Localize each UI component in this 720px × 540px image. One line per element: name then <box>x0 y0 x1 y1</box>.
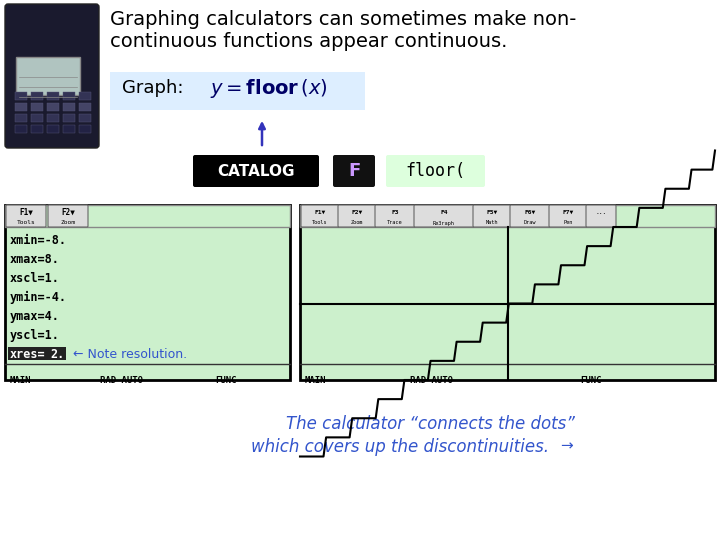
FancyBboxPatch shape <box>386 155 485 187</box>
FancyBboxPatch shape <box>510 205 550 227</box>
Bar <box>5 205 290 227</box>
Bar <box>8 347 66 360</box>
Text: Tools: Tools <box>312 220 328 226</box>
Text: FUNC: FUNC <box>580 376 601 385</box>
Text: F2▼: F2▼ <box>61 207 75 217</box>
Text: Draw: Draw <box>523 220 536 226</box>
Bar <box>15 114 27 122</box>
Bar <box>15 103 27 111</box>
Bar <box>15 92 27 100</box>
Text: xres=: xres= <box>10 348 45 361</box>
Text: $y = \mathbf{floor}\,(x)$: $y = \mathbf{floor}\,(x)$ <box>210 77 328 99</box>
Bar <box>79 125 91 133</box>
Text: yscl=1.: yscl=1. <box>10 329 60 342</box>
FancyBboxPatch shape <box>338 205 376 227</box>
Text: F1▼: F1▼ <box>19 207 33 217</box>
Bar <box>47 114 59 122</box>
Bar <box>5 205 290 380</box>
Text: MAIN: MAIN <box>10 376 32 385</box>
Text: F1▼: F1▼ <box>315 210 325 214</box>
Bar <box>31 92 43 100</box>
Bar <box>15 125 27 133</box>
Bar <box>47 103 59 111</box>
FancyBboxPatch shape <box>586 205 616 227</box>
FancyBboxPatch shape <box>473 205 511 227</box>
Bar <box>79 92 91 100</box>
FancyBboxPatch shape <box>333 155 375 187</box>
Text: xmax=8.: xmax=8. <box>10 253 60 266</box>
FancyBboxPatch shape <box>193 155 319 187</box>
FancyBboxPatch shape <box>414 205 474 227</box>
Text: which covers up the discontinuities.: which covers up the discontinuities. <box>251 438 549 456</box>
Bar <box>63 103 75 111</box>
Text: ymax=4.: ymax=4. <box>10 310 60 323</box>
Text: ymin=-4.: ymin=-4. <box>10 291 67 304</box>
Text: F: F <box>348 162 360 180</box>
Text: F7▼: F7▼ <box>562 210 574 214</box>
FancyBboxPatch shape <box>549 205 587 227</box>
Text: ...: ... <box>595 210 607 214</box>
Text: Math: Math <box>486 220 498 226</box>
Text: floor(: floor( <box>405 162 466 180</box>
Bar <box>16 57 80 95</box>
Bar <box>79 114 91 122</box>
Text: F5▼: F5▼ <box>487 210 498 214</box>
Bar <box>31 125 43 133</box>
Text: MAIN: MAIN <box>305 376 326 385</box>
Text: Zoom: Zoom <box>351 220 364 226</box>
Bar <box>63 92 75 100</box>
FancyBboxPatch shape <box>6 205 46 227</box>
Bar <box>79 103 91 111</box>
FancyBboxPatch shape <box>375 205 415 227</box>
Text: Graph:: Graph: <box>122 79 184 97</box>
Text: FUNC: FUNC <box>215 376 236 385</box>
Bar <box>110 72 365 110</box>
Bar <box>31 114 43 122</box>
Text: Tools: Tools <box>17 220 35 226</box>
Text: Trace: Trace <box>387 220 402 226</box>
Text: CATALOG: CATALOG <box>217 164 294 179</box>
Text: 2.: 2. <box>50 348 64 361</box>
Text: xmin=-8.: xmin=-8. <box>10 234 67 247</box>
Text: F4: F4 <box>440 210 448 214</box>
Bar <box>31 103 43 111</box>
Text: F2▼: F2▼ <box>351 210 363 214</box>
Text: Zoom: Zoom <box>60 220 76 226</box>
Bar <box>63 114 75 122</box>
Text: The calculator “connects the dots”: The calculator “connects the dots” <box>286 415 575 433</box>
FancyBboxPatch shape <box>5 4 99 148</box>
Text: F3: F3 <box>391 210 399 214</box>
Bar <box>47 125 59 133</box>
Bar <box>300 205 715 227</box>
Text: xscl=1.: xscl=1. <box>10 272 60 285</box>
Text: ← Note resolution.: ← Note resolution. <box>73 348 187 361</box>
FancyBboxPatch shape <box>301 205 339 227</box>
Text: →: → <box>560 438 572 453</box>
Bar <box>300 205 715 380</box>
Bar <box>63 125 75 133</box>
Text: Re3raph: Re3raph <box>433 220 455 226</box>
Text: RAD AUTO: RAD AUTO <box>410 376 453 385</box>
Text: RAD AUTO: RAD AUTO <box>100 376 143 385</box>
FancyBboxPatch shape <box>48 205 88 227</box>
Text: Graphing calculators can sometimes make non-
continuous functions appear continu: Graphing calculators can sometimes make … <box>110 10 577 51</box>
Text: F6▼: F6▼ <box>524 210 536 214</box>
Text: Pen: Pen <box>563 220 572 226</box>
Bar <box>47 92 59 100</box>
